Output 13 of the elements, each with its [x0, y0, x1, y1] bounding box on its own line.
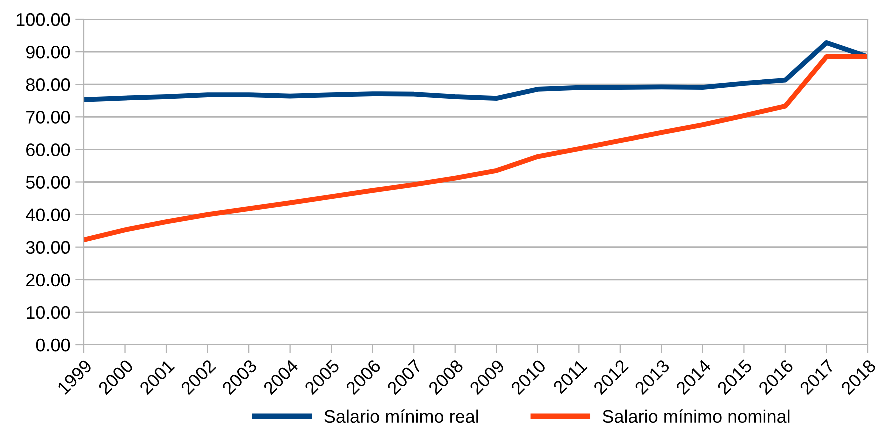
y-tick-label: 90.00: [26, 46, 70, 59]
legend-label: Salario mínimo nominal: [602, 410, 790, 424]
y-tick-label: 100.00: [16, 13, 70, 26]
y-tick-label: 10.00: [27, 306, 70, 320]
y-tick-label: 60.00: [26, 144, 70, 156]
y-tick-label: 20.00: [26, 274, 70, 287]
y-tick-label: 0.00: [36, 338, 70, 352]
legend-label: Salario mínimo real: [324, 410, 478, 424]
y-tick-label: 70.00: [26, 111, 70, 124]
y-tick-label: 80.00: [26, 78, 70, 92]
y-tick-label: 30.00: [26, 241, 70, 254]
y-tick-label: 40.00: [26, 208, 70, 222]
y-tick-label: 50.00: [26, 176, 70, 189]
